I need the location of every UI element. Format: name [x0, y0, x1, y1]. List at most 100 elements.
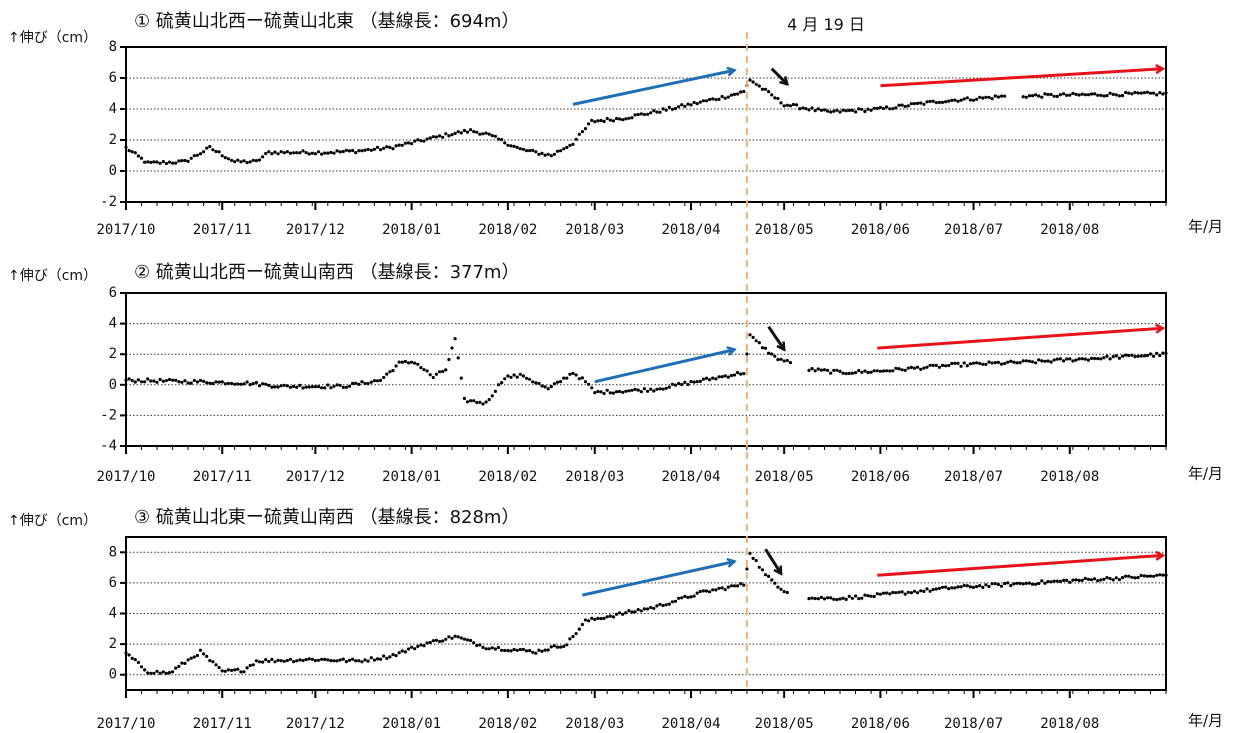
- data-point: [642, 112, 647, 117]
- data-point: [695, 591, 699, 595]
- data-point: [779, 357, 783, 361]
- data-point: [587, 619, 591, 623]
- data-point: [531, 148, 535, 152]
- data-point: [763, 87, 768, 91]
- data-point: [739, 90, 743, 94]
- x-tick-label: 2017/12: [286, 716, 345, 732]
- data-point: [313, 658, 317, 663]
- data-point: [1155, 351, 1159, 355]
- data-point: [822, 108, 827, 112]
- data-point: [686, 102, 690, 106]
- data-point: [847, 108, 851, 112]
- data-point: [301, 386, 305, 390]
- data-point: [276, 385, 280, 389]
- data-point: [425, 641, 429, 645]
- data-point: [158, 161, 162, 165]
- data-point: [680, 103, 684, 107]
- data-point: [1068, 93, 1072, 97]
- data-point: [981, 362, 985, 366]
- data-point: [254, 380, 258, 385]
- data-point: [441, 369, 445, 374]
- data-point: [642, 607, 647, 611]
- data-point: [816, 367, 820, 371]
- data-point: [357, 149, 361, 153]
- data-point: [335, 383, 339, 387]
- data-point: [198, 378, 203, 383]
- data-point: [621, 390, 625, 394]
- data-point: [385, 372, 389, 376]
- data-point: [760, 568, 765, 572]
- data-point: [1083, 576, 1087, 581]
- data-point: [419, 366, 423, 370]
- data-point: [919, 367, 923, 371]
- data-point: [493, 647, 497, 651]
- data-point: [518, 647, 522, 652]
- data-point: [323, 657, 327, 662]
- data-point: [850, 596, 855, 600]
- data-point: [326, 658, 330, 662]
- data-point: [285, 384, 289, 388]
- data-point: [562, 644, 566, 649]
- data-point: [375, 145, 380, 149]
- data-point: [264, 151, 268, 156]
- data-point: [195, 653, 199, 658]
- x-tick-label: 2018/05: [755, 222, 814, 238]
- data-point: [217, 150, 221, 154]
- data-point: [1080, 578, 1084, 583]
- data-point: [990, 361, 994, 365]
- data-point: [323, 151, 327, 155]
- data-point: [403, 650, 407, 654]
- data-point: [844, 372, 848, 376]
- data-point: [515, 375, 519, 379]
- data-point: [487, 647, 491, 651]
- data-point: [959, 98, 963, 102]
- data-point: [1021, 359, 1025, 363]
- data-point: [826, 109, 830, 113]
- data-point: [788, 104, 793, 108]
- data-point: [726, 375, 730, 379]
- data-point: [822, 368, 827, 372]
- data-point: [854, 594, 858, 598]
- data-point: [1136, 91, 1140, 95]
- data-point: [614, 612, 619, 616]
- data-point: [403, 141, 407, 145]
- data-point: [819, 368, 824, 372]
- black-trend-arrow: [770, 67, 788, 85]
- data-point: [239, 160, 243, 164]
- data-point: [1105, 94, 1109, 98]
- data-point: [552, 382, 557, 386]
- data-point: [472, 641, 476, 645]
- data-point: [186, 381, 190, 385]
- data-point: [847, 371, 851, 376]
- data-point: [1142, 574, 1146, 578]
- data-point: [779, 587, 783, 591]
- x-unit-label: 年/月: [1188, 712, 1223, 730]
- blue-trend-arrow: [582, 561, 734, 597]
- data-point: [1009, 359, 1013, 363]
- data-point: [1096, 93, 1100, 97]
- data-point: [434, 638, 438, 642]
- data-point: [496, 383, 501, 387]
- data-point: [624, 611, 628, 615]
- data-point: [242, 670, 246, 674]
- x-tick-label: 2018/03: [565, 716, 624, 732]
- data-point: [819, 108, 824, 112]
- data-point: [1136, 354, 1140, 358]
- data-point: [934, 363, 938, 367]
- data-point: [133, 380, 137, 384]
- data-point: [928, 363, 932, 367]
- data-point: [251, 663, 255, 667]
- data-point: [723, 96, 727, 100]
- data-point: [596, 389, 600, 394]
- data-point: [1040, 95, 1044, 99]
- data-point: [754, 82, 758, 86]
- data-point: [854, 371, 858, 375]
- data-point: [301, 149, 305, 153]
- data-point: [431, 135, 435, 139]
- data-point: [555, 645, 560, 649]
- data-point: [481, 402, 485, 406]
- data-point: [248, 663, 252, 668]
- data-point: [965, 364, 969, 368]
- data-point: [947, 99, 951, 103]
- data-point: [649, 111, 653, 115]
